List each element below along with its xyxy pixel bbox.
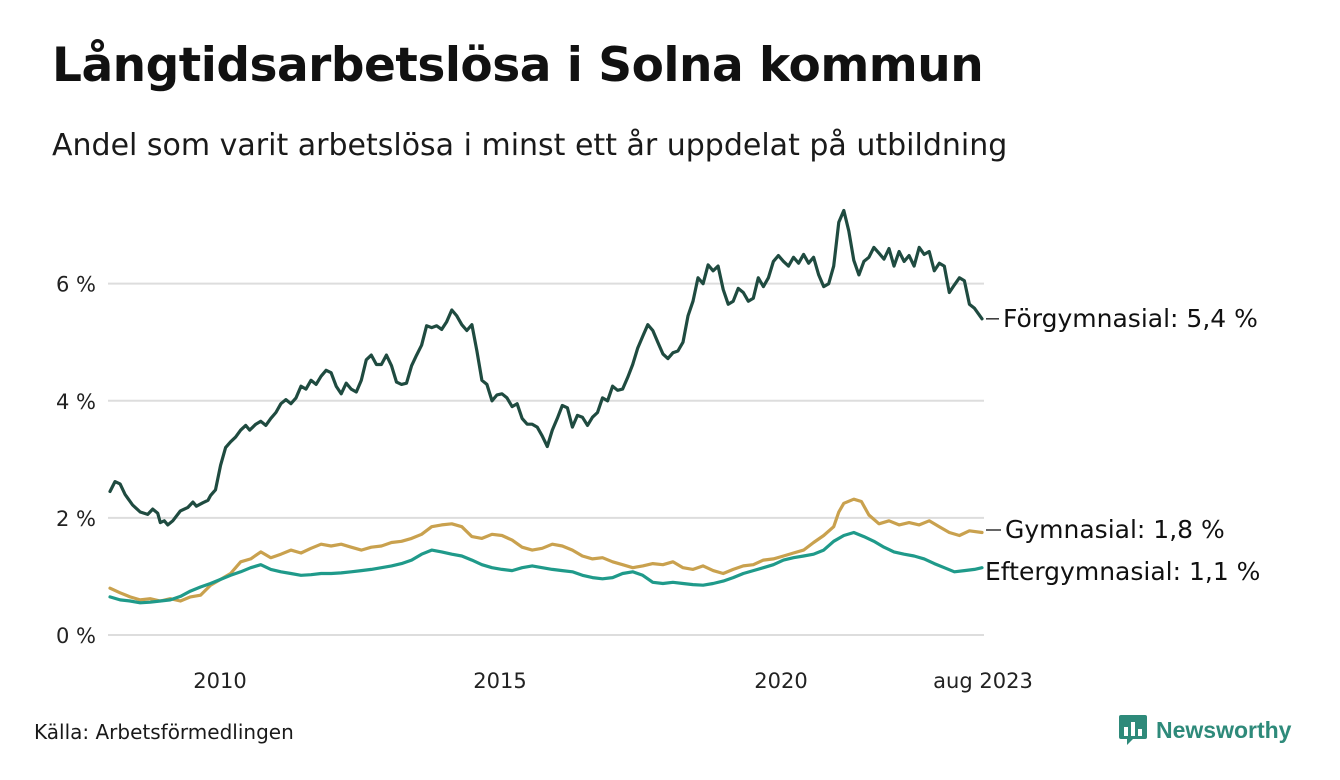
grid-lines xyxy=(108,282,984,636)
series-end-labels: Förgymnasial: 5,4 % Gymnasial: 1,8 % Efter… xyxy=(985,304,1260,586)
brand-name: Newsworthy xyxy=(1156,716,1292,743)
series-label-förgymnasial: Förgymnasial: 5,4 % xyxy=(1003,304,1258,333)
chart-subtitle: Andel som varit arbetslösa i minst ett å… xyxy=(52,128,1008,163)
x-tick-label: 2020 xyxy=(754,669,807,693)
series-line-eftergymnasial xyxy=(108,530,984,605)
series-label-gymnasial: Gymnasial: 1,8 % xyxy=(1005,515,1225,544)
source-note: Källa: Arbetsförmedlingen xyxy=(34,720,294,744)
x-axis-ticks: 2010 2015 2020 aug 2023 xyxy=(193,669,1033,693)
x-tick-label: 2010 xyxy=(193,669,246,693)
y-axis-ticks: 0 % 2 % 4 % 6 % xyxy=(56,273,96,648)
newsworthy-logo: Newsworthy xyxy=(1118,714,1291,746)
series-line-förgymnasial xyxy=(108,208,984,527)
y-tick-label: 2 % xyxy=(56,507,96,531)
x-tick-label: 2015 xyxy=(473,669,526,693)
x-tick-label: aug 2023 xyxy=(933,669,1033,693)
series-line-gymnasial xyxy=(108,497,984,603)
series-label-eftergymnasial: Eftergymnasial: 1,1 % xyxy=(985,557,1260,586)
series-lines xyxy=(108,208,984,605)
chart-title: Långtidsarbetslösa i Solna kommun xyxy=(52,38,984,93)
y-tick-label: 0 % xyxy=(56,624,96,648)
newsworthy-logo-icon xyxy=(1119,715,1147,745)
y-tick-label: 4 % xyxy=(56,390,96,414)
y-tick-label: 6 % xyxy=(56,273,96,297)
